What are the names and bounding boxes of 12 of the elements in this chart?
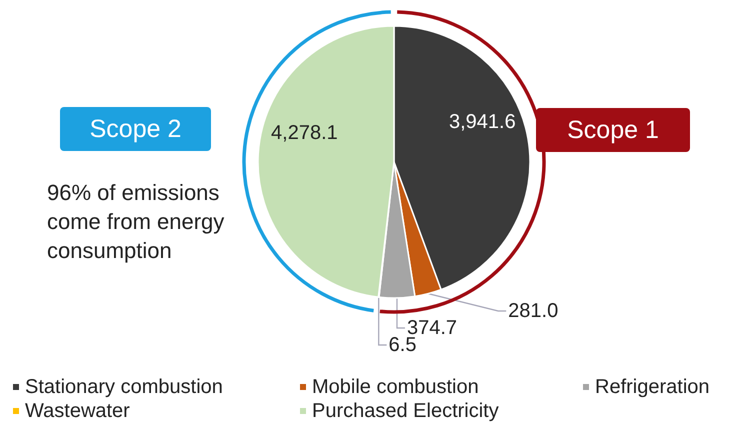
data-label: 4,278.1 [271, 122, 338, 144]
text: Scope 1 [536, 108, 690, 152]
data-label: 281.0 [508, 300, 558, 322]
data-label: 3,941.6 [448, 111, 516, 134]
legend-label: Stationary combustion [25, 376, 223, 398]
legend-label: Wastewater [25, 400, 130, 422]
legend-label: Mobile combustion [312, 376, 479, 398]
legend-label: Purchased Electricity [312, 400, 499, 422]
data-label: 6.5 [388, 334, 416, 356]
text: Scope 2 [60, 107, 211, 151]
legend-label: Refrigeration [595, 376, 710, 398]
text: 96% of emissions come from energy consumption [47, 179, 226, 265]
